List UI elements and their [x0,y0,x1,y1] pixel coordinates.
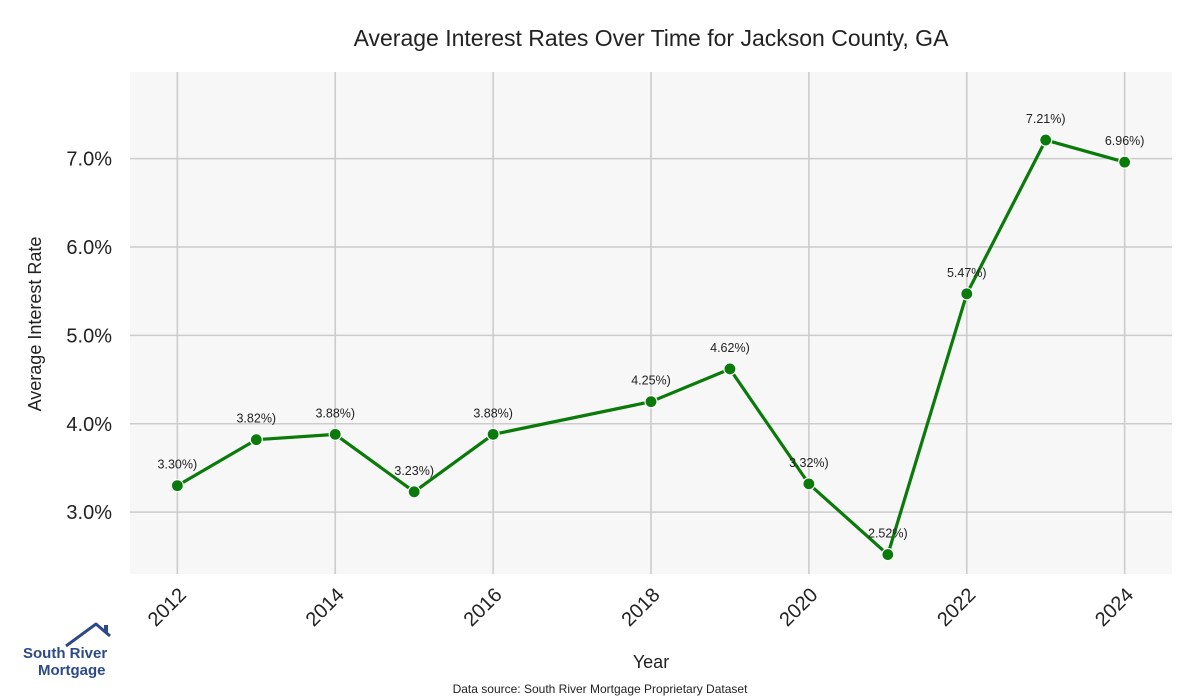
data-label: 3.32%) [789,456,829,470]
data-label: 7.21%) [1026,112,1066,126]
data-label: 3.30%) [158,458,198,472]
x-axis-ticks: 2012 2014 2016 2018 2020 2022 2024 [144,584,1138,631]
data-point [1039,133,1053,147]
y-tick-label: 5.0% [66,325,112,347]
data-label: 6.96%) [1105,134,1145,148]
x-tick-label: 2012 [144,584,191,631]
data-label: 2.52%) [868,527,908,541]
data-label: 4.25%) [631,374,671,388]
data-label: 3.88%) [473,406,513,420]
y-axis-ticks: 3.0% 4.0% 5.0% 6.0% 7.0% [66,149,112,525]
x-tick-label: 2020 [775,584,822,631]
y-tick-label: 3.0% [66,502,112,524]
data-point [249,433,263,447]
x-tick-label: 2018 [618,584,665,631]
y-tick-label: 7.0% [66,149,112,171]
data-point [802,477,816,491]
data-points [170,133,1132,562]
data-point [644,395,658,409]
x-tick-label: 2024 [1091,584,1138,631]
series-line [176,138,1126,557]
x-tick-label: 2014 [302,584,349,631]
source-note: Data source: South River Mortgage Propri… [453,682,748,696]
logo-text-line1: South River [23,645,107,662]
data-point [407,485,421,499]
y-tick-label: 6.0% [66,237,112,259]
data-labels: 3.30%) 3.82%) 3.88%) 3.23%) 3.88%) 4.25%) 4.62… [158,112,1145,541]
south-river-mortgage-logo: South River Mortgage [23,622,111,679]
data-point [170,479,184,493]
x-axis-label: Year [633,652,669,672]
data-point [881,547,895,562]
data-label: 3.23%) [394,464,434,478]
x-tick-label: 2022 [933,584,980,631]
data-point [960,287,974,301]
y-tick-label: 4.0% [66,414,112,436]
data-point [328,427,342,441]
data-label: 3.88%) [315,406,355,420]
chart-title: Average Interest Rates Over Time for Jac… [354,25,950,51]
data-point [723,362,737,376]
data-label: 4.62%) [710,341,750,355]
x-tick-label: 2016 [460,584,507,631]
data-label: 5.47%) [947,266,987,280]
data-label: 3.82%) [236,412,276,426]
logo-text-line2: Mortgage [38,662,106,679]
y-axis-label: Average Interest Rate [25,237,45,412]
house-roof-icon [65,622,111,648]
data-point [1118,155,1132,169]
data-point [486,427,500,441]
